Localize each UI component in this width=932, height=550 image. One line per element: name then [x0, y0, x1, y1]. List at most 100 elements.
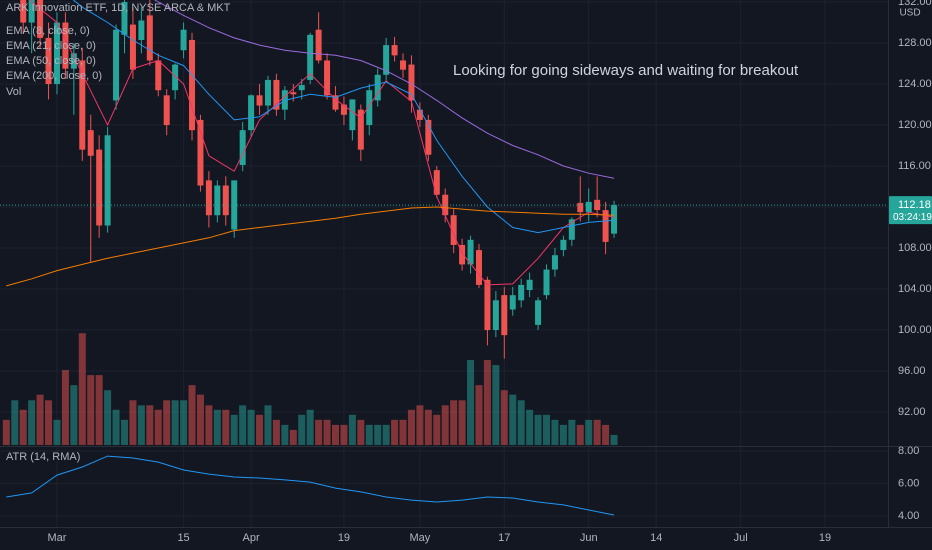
volume-bar — [407, 409, 415, 445]
candle-body — [501, 295, 508, 336]
volume-bar — [391, 419, 399, 445]
atr-line — [6, 455, 615, 516]
candle-body — [298, 85, 305, 91]
candle-body — [509, 295, 516, 310]
candle-body — [214, 185, 221, 216]
y-tick-label: 92.00 — [898, 406, 926, 418]
candle-body — [79, 60, 86, 150]
candle-body — [264, 79, 271, 106]
currency-label: USD — [899, 8, 920, 19]
volume-bar — [205, 405, 213, 445]
candle-body — [416, 109, 423, 120]
candle-body — [526, 279, 533, 291]
legend: ARK Innovation ETF, 1D, NYSE ARCA & MKT … — [6, 2, 231, 463]
candle-body — [611, 205, 618, 234]
candle-body — [467, 239, 474, 265]
volume-pane — [2, 333, 618, 445]
candle-body — [400, 60, 407, 70]
candle-body — [163, 95, 170, 126]
last-price-label: 112.18 — [898, 199, 931, 211]
candle-body — [391, 45, 398, 56]
volume-bar — [357, 419, 365, 445]
y-tick-label: 128.00 — [898, 37, 932, 49]
volume-bar — [585, 419, 593, 445]
candle-body — [425, 119, 432, 155]
volume-bar — [87, 375, 95, 445]
candle-body — [222, 185, 229, 216]
candle-body — [113, 29, 120, 101]
volume-bar — [593, 419, 601, 445]
candle-body — [475, 250, 482, 285]
candle-body — [62, 22, 69, 69]
volume-bar — [146, 405, 154, 445]
ema-line — [154, 0, 615, 179]
volume-bar — [458, 400, 466, 445]
candle-body — [70, 53, 77, 69]
candle-body — [551, 255, 558, 270]
y-tick-label: 104.00 — [898, 283, 932, 295]
candle-body — [459, 244, 466, 265]
candle-body — [180, 29, 187, 51]
candle-body — [307, 34, 314, 80]
volume-bar — [306, 409, 314, 445]
x-tick-label: Jul — [734, 532, 748, 544]
volume-bar — [323, 419, 331, 445]
y-tick-label: 100.00 — [898, 324, 932, 336]
y-tick-label: 120.00 — [898, 119, 932, 131]
volume-bar — [315, 419, 323, 445]
volume-bar — [559, 424, 567, 445]
candle-body — [349, 99, 356, 131]
volume-bar — [332, 424, 340, 445]
volume-bar — [70, 385, 78, 445]
volume-bar — [534, 414, 542, 445]
x-tick-label: Apr — [243, 532, 260, 544]
x-tick-label: Mar — [47, 532, 66, 544]
volume-bar — [483, 360, 491, 445]
price-tag — [889, 196, 932, 225]
candle-body — [290, 92, 297, 95]
candle-body — [239, 130, 246, 166]
volume-bar — [441, 405, 449, 445]
candle-body — [146, 15, 153, 61]
volume-bar — [517, 400, 525, 445]
volume-bar — [551, 419, 559, 445]
candle-body — [602, 210, 609, 242]
candle-body — [104, 135, 111, 226]
volume-bar — [36, 394, 44, 445]
axes: 132.00128.00124.00120.00116.00112.00108.… — [47, 0, 932, 544]
candle-body — [45, 37, 52, 85]
volume-bar — [382, 424, 390, 445]
candle-body — [28, 0, 35, 23]
volume-bar — [298, 414, 306, 445]
volume-bar — [188, 385, 196, 445]
y-tick-label: 132.00 — [898, 0, 932, 8]
candle-body — [121, 2, 128, 35]
candle-body — [37, 0, 44, 38]
y-tick-label: 108.00 — [898, 242, 932, 254]
y2-tick-label: 8.00 — [898, 445, 919, 457]
candle-body — [87, 130, 94, 156]
volume-bar — [281, 424, 289, 445]
volume-bar — [180, 400, 188, 445]
candle-body — [340, 104, 347, 115]
volume-bar — [399, 419, 407, 445]
y2-tick-label: 4.00 — [898, 510, 919, 522]
candle-body — [408, 64, 415, 101]
candle-body — [518, 284, 525, 301]
candle-body — [189, 39, 196, 131]
candle-body — [450, 215, 457, 245]
volume-bar — [365, 424, 373, 445]
ema-line — [29, 0, 615, 286]
volume-bar — [2, 419, 10, 445]
volume-bar — [61, 370, 69, 445]
candle-body — [433, 170, 440, 195]
volume-bar — [137, 405, 145, 445]
volume-bar — [171, 400, 179, 445]
volume-bar — [602, 424, 610, 445]
legend-entry: EMA (21, close, 0) — [6, 40, 96, 52]
volume-bar — [247, 409, 255, 445]
price-pane — [0, 0, 888, 359]
volume-bar — [576, 424, 584, 445]
candle-body — [256, 95, 263, 106]
volume-bar — [526, 409, 534, 445]
